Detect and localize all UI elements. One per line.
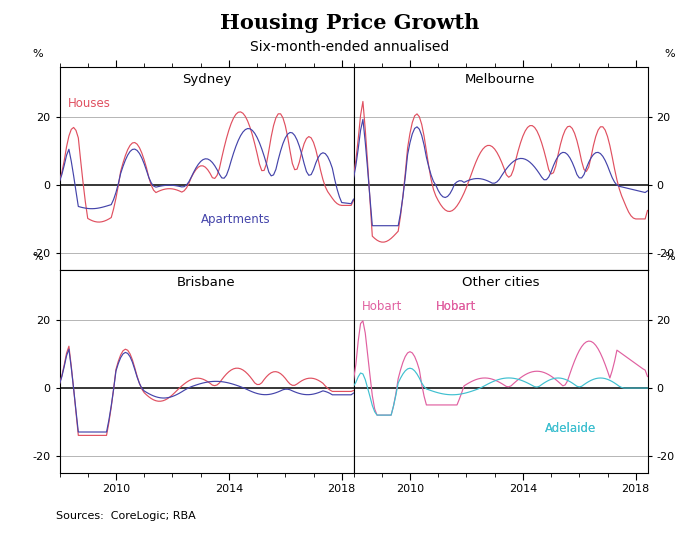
Text: Houses: Houses <box>69 97 111 110</box>
Text: Hobart: Hobart <box>436 300 476 313</box>
Text: %: % <box>32 49 43 59</box>
Text: Adelaide: Adelaide <box>545 422 596 435</box>
Text: %: % <box>664 49 675 59</box>
Text: %: % <box>664 252 675 262</box>
Text: Housing Price Growth: Housing Price Growth <box>220 13 480 33</box>
Text: Hobart: Hobart <box>436 300 476 313</box>
Text: Apartments: Apartments <box>201 213 270 226</box>
Text: Six-month-ended annualised: Six-month-ended annualised <box>251 40 449 54</box>
Text: %: % <box>32 252 43 262</box>
Text: Adelaide: Adelaide <box>545 422 596 435</box>
Text: Hobart: Hobart <box>363 300 402 313</box>
Text: Other cities: Other cities <box>462 276 539 289</box>
Text: Melbourne: Melbourne <box>466 73 536 86</box>
Text: Sydney: Sydney <box>182 73 231 86</box>
Text: Sources:  CoreLogic; RBA: Sources: CoreLogic; RBA <box>56 511 196 521</box>
Text: Brisbane: Brisbane <box>177 276 236 289</box>
